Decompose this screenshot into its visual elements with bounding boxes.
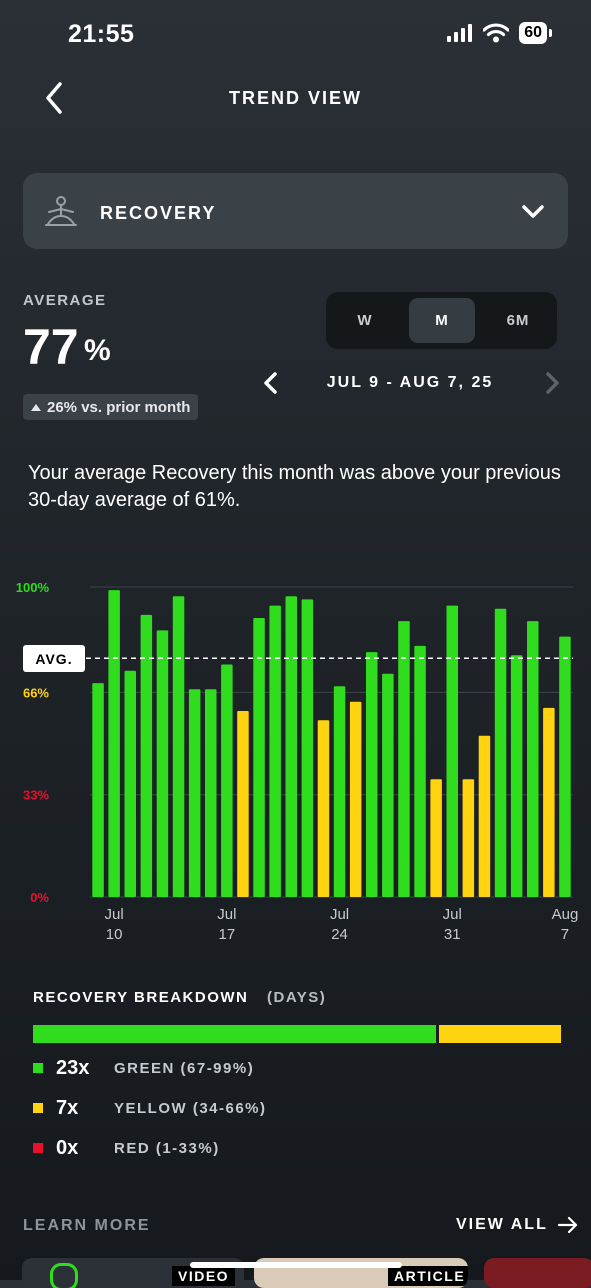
- back-chevron-icon[interactable]: [40, 80, 70, 116]
- view-all-label: VIEW ALL: [456, 1216, 548, 1233]
- breakdown-title: RECOVERY BREAKDOWN: [33, 989, 249, 1006]
- legend-green: 23x GREEN (67-99%): [33, 1054, 254, 1082]
- green-count: 23x: [56, 1056, 90, 1079]
- x-tick-day: 31: [444, 926, 461, 943]
- x-tick-day: 7: [561, 926, 569, 943]
- x-tick-month: Jul: [217, 906, 236, 923]
- chart-bar: [430, 779, 442, 897]
- chart-bar: [559, 636, 571, 897]
- average-unit: %: [84, 334, 111, 367]
- x-tick-day: 17: [219, 926, 236, 943]
- green-swatch: [33, 1063, 43, 1073]
- chart-bar: [108, 590, 120, 897]
- chart-bar: [92, 683, 104, 897]
- previous-period-icon[interactable]: [260, 370, 282, 396]
- chart-bar: [543, 707, 555, 897]
- yellow-label: YELLOW (34-66%): [114, 1099, 267, 1117]
- learn-more-heading: LEARN MORE: [23, 1217, 151, 1234]
- chart-bar: [237, 711, 249, 897]
- legend-yellow: 7x YELLOW (34-66%): [33, 1094, 267, 1122]
- chart-bar: [478, 735, 491, 897]
- metric-dropdown[interactable]: [23, 173, 568, 249]
- y-tick-label: 0%: [30, 890, 49, 905]
- video-thumb-icon: [50, 1263, 78, 1288]
- x-tick-month: Jul: [105, 906, 124, 923]
- page-title: TREND VIEW: [228, 88, 362, 108]
- x-tick-month: Aug: [552, 906, 579, 923]
- x-tick-day: 24: [331, 926, 348, 943]
- chart-bar: [414, 645, 426, 897]
- chart-bar: [221, 664, 233, 897]
- average-value: 77: [23, 319, 79, 375]
- legend-red: 0x RED (1-33%): [33, 1134, 220, 1162]
- yellow-swatch: [33, 1103, 43, 1113]
- battery-indicator: 60: [519, 22, 552, 44]
- wifi-icon: [483, 23, 510, 43]
- chart-bar: [398, 621, 410, 897]
- x-tick-month: Jul: [330, 906, 349, 923]
- period-week-button[interactable]: W: [357, 312, 373, 329]
- delta-badge: 26% vs. prior month: [23, 394, 199, 420]
- chart-bar: [349, 701, 362, 897]
- chart-bar: [446, 605, 458, 897]
- period-month-button[interactable]: M: [409, 298, 475, 343]
- chart-bar: [333, 686, 346, 897]
- chart-bar: [510, 655, 523, 897]
- chart-bar: [172, 596, 185, 897]
- next-card[interactable]: [484, 1258, 591, 1288]
- metric-dropdown-label: RECOVERY: [100, 203, 217, 223]
- chart-bar: [205, 689, 217, 897]
- chart-bar: [366, 652, 378, 897]
- chart-bar: [317, 720, 330, 897]
- breakdown-segment: [33, 1025, 436, 1043]
- yellow-count: 7x: [56, 1096, 79, 1119]
- recovery-bar-chart: 100% 66% 33% 0% Jul 10 Jul 17 Jul 24 Jul 31 Aug 7: [16, 580, 579, 943]
- arrow-right-icon: [557, 1216, 577, 1234]
- red-count: 0x: [56, 1136, 79, 1159]
- cellular-signal-icon: [447, 24, 473, 42]
- chart-bar: [188, 689, 201, 897]
- breakdown-subtitle: (DAYS): [267, 989, 327, 1006]
- recovery-meditation-icon: [45, 196, 77, 226]
- chevron-down-icon[interactable]: [519, 198, 547, 226]
- summary-text: Your average Recovery this month was abo…: [28, 462, 561, 511]
- chart-bar: [253, 618, 265, 897]
- arrow-up-icon: [31, 403, 41, 411]
- x-tick-day: 10: [106, 926, 123, 943]
- period-6-month-button[interactable]: 6M: [506, 312, 530, 329]
- chart-bar: [494, 608, 507, 897]
- chart-bar: [301, 599, 314, 897]
- status-time: 21:55: [68, 20, 135, 48]
- red-swatch: [33, 1143, 43, 1153]
- date-range: JUL 9 - AUG 7, 25: [326, 374, 494, 391]
- view-all-link[interactable]: VIEW ALL: [456, 1216, 578, 1234]
- breakdown-segment: [438, 1025, 561, 1043]
- y-tick-label: 33%: [23, 788, 49, 803]
- chart-bar: [269, 605, 281, 897]
- video-tag: VIDEO: [172, 1266, 236, 1286]
- chart-bar: [462, 779, 475, 897]
- status-icons: 60: [447, 22, 552, 44]
- chart-bar: [156, 630, 169, 897]
- y-tick-label: 66%: [23, 685, 49, 700]
- home-indicator: [190, 1262, 402, 1268]
- green-label: GREEN (67-99%): [114, 1059, 255, 1077]
- chart-bar: [140, 614, 153, 897]
- article-tag: ARTICLE: [388, 1266, 468, 1286]
- next-period-icon[interactable]: [541, 370, 563, 396]
- delta-text: 26% vs. prior month: [47, 398, 191, 416]
- red-label: RED (1-33%): [114, 1139, 220, 1157]
- chart-bar: [382, 673, 394, 897]
- average-label: AVERAGE: [23, 292, 107, 309]
- breakdown-stacked-bar: [33, 1025, 561, 1043]
- average-line-tag: AVG.: [23, 645, 85, 673]
- x-tick-month: Jul: [443, 906, 462, 923]
- y-tick-label: 100%: [16, 580, 50, 595]
- chart-bar: [527, 621, 539, 897]
- chart-bar: [285, 596, 297, 897]
- chart-bar: [124, 670, 136, 897]
